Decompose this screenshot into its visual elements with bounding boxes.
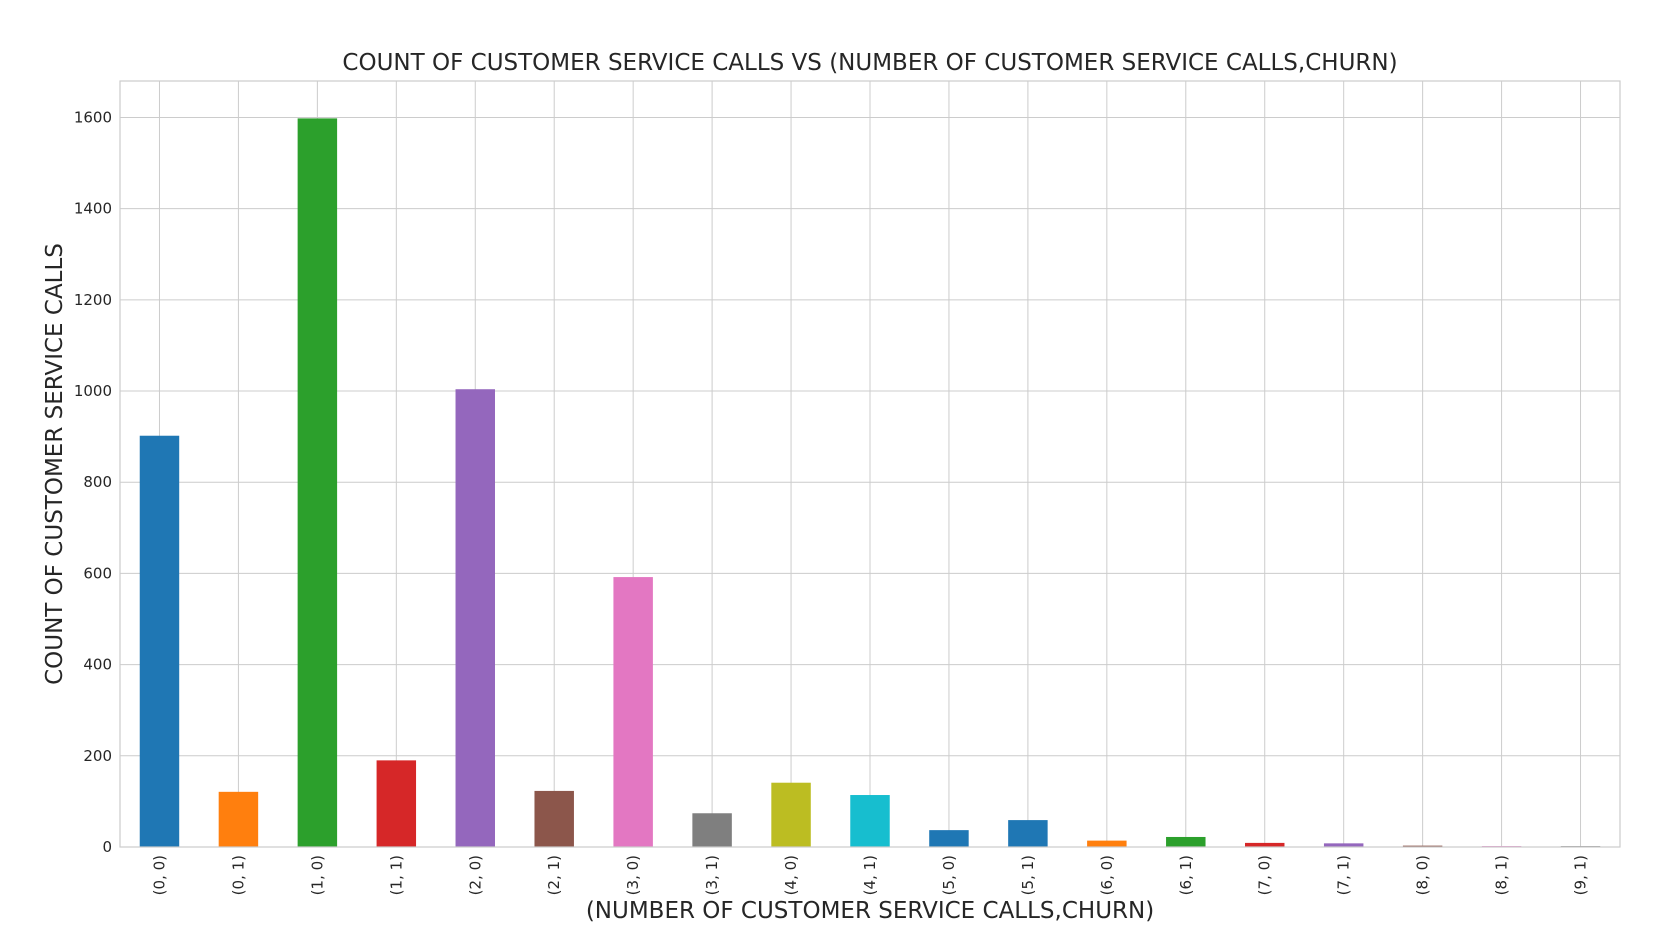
y-tick-label: 800	[83, 473, 112, 491]
bar-15	[1323, 843, 1364, 847]
x-axis-ticks: (0, 0) (0, 1) (1, 0) (1, 1) (2, 0) (2, 1) (3, …	[150, 855, 1589, 895]
x-tick-label: (6, 0)	[1098, 855, 1116, 895]
x-tick-label: (8, 0)	[1414, 855, 1432, 895]
x-tick-label: (8, 1)	[1493, 855, 1511, 895]
bar-7	[692, 813, 732, 847]
x-tick-label: (6, 1)	[1177, 855, 1195, 895]
x-tick-label: (3, 0)	[624, 855, 642, 895]
bars	[139, 118, 1601, 848]
x-tick-label: (0, 1)	[229, 855, 247, 895]
y-tick-label: 400	[83, 656, 112, 674]
bar-6	[613, 577, 653, 847]
y-tick-label: 1400	[74, 200, 112, 218]
y-tick-label: 1200	[74, 291, 112, 309]
bar-11	[1008, 820, 1048, 847]
x-tick-label: (0, 0)	[150, 855, 168, 895]
bar-3	[376, 760, 417, 847]
bar-0	[139, 435, 180, 847]
y-axis-ticks: 0 200 400 600 800 1000 1200 1400 1600	[74, 108, 112, 856]
bar-8	[771, 782, 811, 847]
x-tick-label: (2, 1)	[545, 855, 563, 895]
x-axis-label: (NUMBER OF CUSTOMER SERVICE CALLS,CHURN)	[586, 898, 1154, 924]
bar-1	[218, 791, 259, 847]
x-tick-label: (1, 0)	[308, 855, 326, 895]
bar-13	[1166, 836, 1206, 847]
x-tick-label: (7, 1)	[1335, 855, 1353, 895]
y-tick-label: 1000	[74, 382, 112, 400]
bar-10	[929, 830, 969, 847]
y-tick-label: 200	[83, 747, 112, 765]
y-axis-label: COUNT OF CUSTOMER SERVICE CALLS	[42, 243, 68, 685]
x-tick-label: (4, 0)	[782, 855, 800, 895]
grid	[120, 81, 1620, 848]
x-tick-label: (2, 0)	[466, 855, 484, 895]
x-tick-label: (5, 1)	[1019, 855, 1037, 895]
x-tick-label: (9, 1)	[1572, 855, 1590, 895]
bar-9	[850, 795, 890, 847]
bar-4	[455, 389, 495, 847]
bar-16	[1402, 845, 1443, 847]
x-tick-label: (7, 0)	[1256, 855, 1274, 895]
chart-title: COUNT OF CUSTOMER SERVICE CALLS VS (NUMB…	[342, 50, 1397, 76]
bar-5	[534, 790, 574, 847]
bar-12	[1087, 840, 1127, 847]
plot-frame	[119, 80, 1621, 848]
y-tick-label: 1600	[74, 108, 112, 126]
x-tick-label: (1, 1)	[387, 855, 405, 895]
bar-14	[1245, 842, 1285, 847]
bar-2	[297, 118, 338, 848]
y-tick-label: 600	[83, 564, 112, 582]
y-tick-label: 0	[102, 838, 112, 856]
x-tick-label: (4, 1)	[861, 855, 879, 895]
x-tick-label: (3, 1)	[703, 855, 721, 895]
x-tick-label: (5, 0)	[940, 855, 958, 895]
